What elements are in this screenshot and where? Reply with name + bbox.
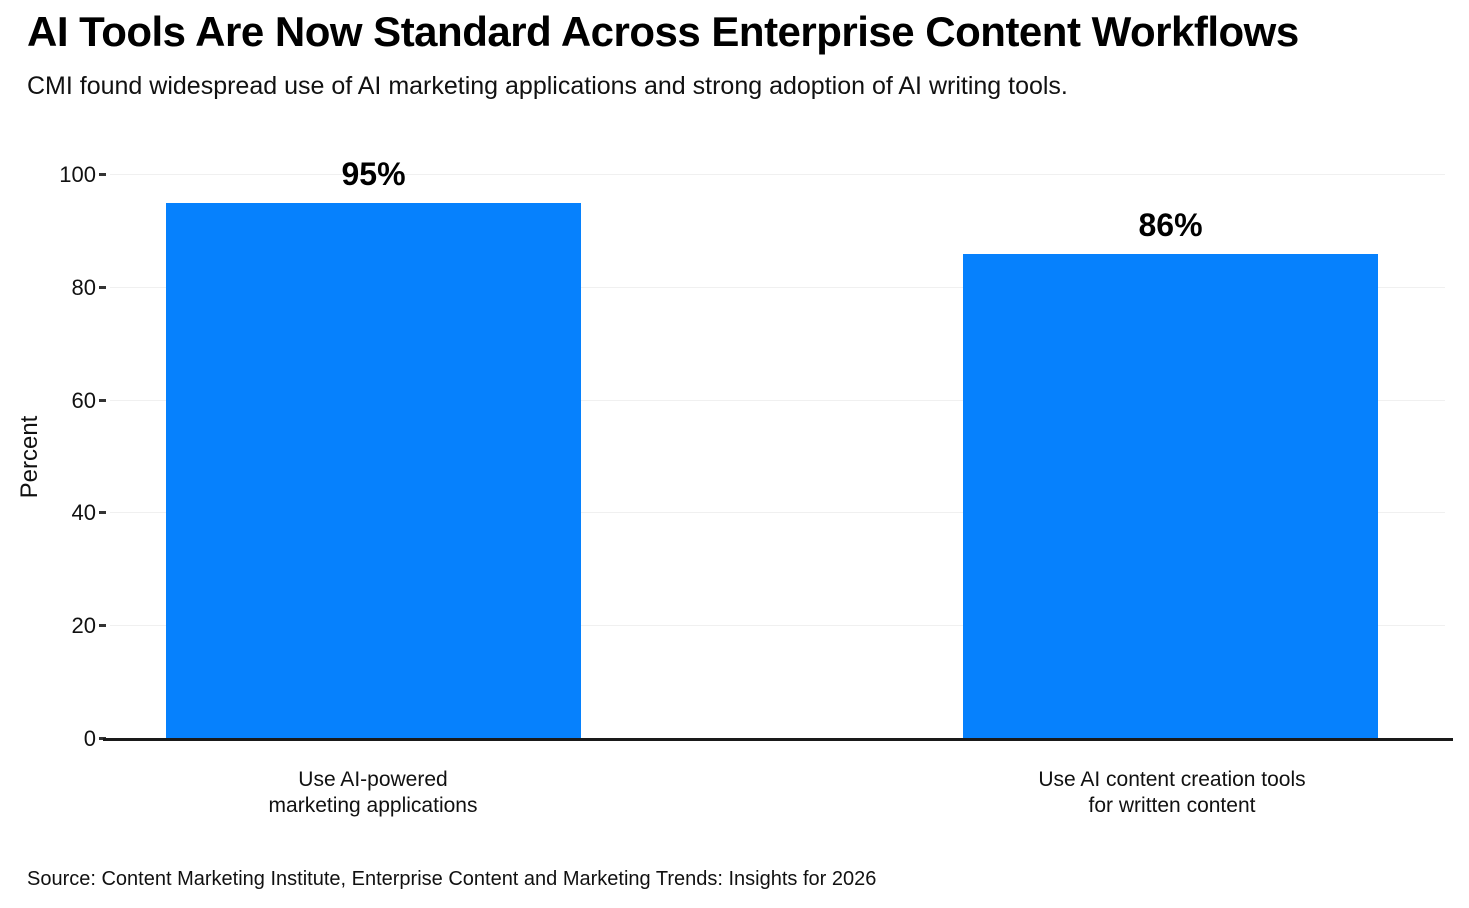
y-tick-mark <box>99 511 106 515</box>
bar-value-label: 86% <box>1138 206 1203 243</box>
y-tick-label: 100 <box>59 162 96 187</box>
y-tick-label: 0 <box>83 726 96 751</box>
gridline <box>110 625 1445 627</box>
bar-group-marketing-apps: 95% <box>166 155 581 739</box>
bar-group-content-creation: 86% <box>963 206 1378 739</box>
chart-title: AI Tools Are Now Standard Across Enterpr… <box>27 8 1299 55</box>
x-category-label-content-creation: Use AI content creation tools for writte… <box>1038 768 1306 817</box>
source-note: Source: Content Marketing Institute, Ent… <box>27 868 877 890</box>
gridline <box>110 174 1445 175</box>
gridline <box>110 286 1445 288</box>
bar-marketing-apps <box>166 203 581 739</box>
y-tick-label: 20 <box>71 613 96 639</box>
y-tick-mark <box>99 737 106 740</box>
y-tick-mark <box>99 398 106 402</box>
y-tick-label: 80 <box>71 274 96 300</box>
bar-value-label: 95% <box>341 155 406 192</box>
y-tick-label: 60 <box>71 387 96 413</box>
plot-area: 95% 86% <box>103 156 1453 741</box>
y-axis-tick-labels: 0 20 40 60 80 100 <box>0 162 96 751</box>
gridline <box>110 512 1445 514</box>
y-tick-mark <box>99 624 106 628</box>
x-category-label-marketing-apps: Use AI-powered marketing applications <box>268 768 478 817</box>
y-tick-mark <box>99 285 106 289</box>
y-axis-tick-marks <box>99 173 109 740</box>
chart-subtitle: CMI found widespread use of AI marketing… <box>27 72 1068 100</box>
y-tick-label: 40 <box>71 500 96 526</box>
gridline <box>110 399 1445 401</box>
y-tick-mark <box>99 173 106 176</box>
bar-content-creation <box>963 254 1378 739</box>
x-axis-line <box>103 738 1453 741</box>
